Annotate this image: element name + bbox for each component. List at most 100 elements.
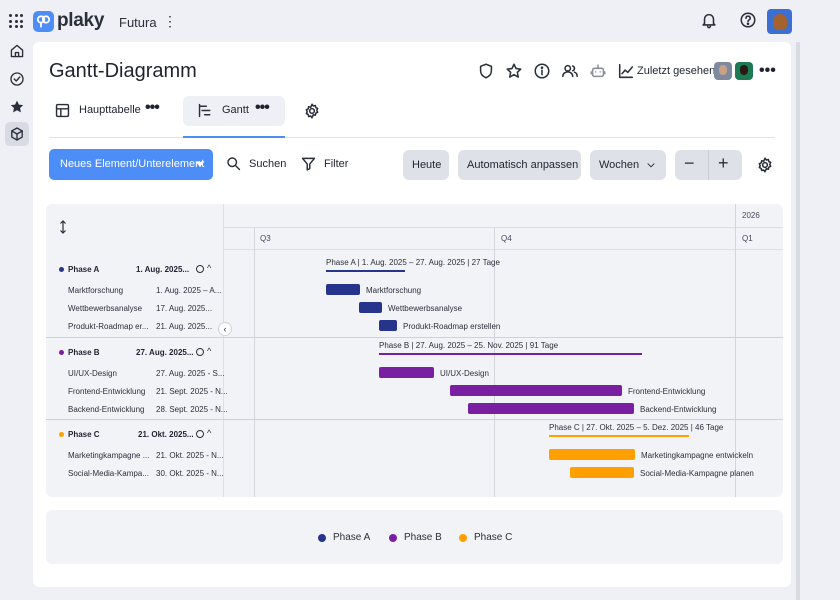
timeline-quarter-label: Q3 [260,234,271,243]
zoom-divider [708,150,709,180]
new-item-label: Neues Element/Unterelement [60,158,205,170]
help-icon[interactable] [739,11,757,29]
tab-haupttabelle[interactable]: Haupttabelle ••• [49,96,167,126]
view-settings-gear-icon[interactable] [303,102,321,120]
apps-grid-icon[interactable] [9,14,23,28]
task-bar[interactable] [379,367,434,378]
tab-more-icon[interactable]: ••• [145,99,160,116]
plaky-logo-icon[interactable] [33,11,54,32]
today-button[interactable]: Heute [403,150,449,180]
chevron-up-icon[interactable]: ^ [207,346,212,356]
top-bar: plaky Futura ⋮ [0,0,800,42]
favorites-star-icon[interactable] [5,95,29,119]
legend-marker [318,534,326,542]
timeline-year-label: 2026 [742,211,760,220]
task-bar[interactable] [359,302,382,313]
activity-chart-icon[interactable] [617,62,635,80]
group-date: 1. Aug. 2025... [136,265,190,274]
group-summary-bar[interactable] [379,353,642,355]
task-bar-label: Social-Media-Kampagne planen [640,469,754,478]
timeline-quarter-label: Q4 [501,234,512,243]
tab-gantt[interactable]: Gantt ••• [183,96,285,126]
recently-viewed-label[interactable]: Zuletzt gesehen [637,65,716,77]
quarter-gridline [494,228,495,497]
group-name[interactable]: Phase C [68,430,100,439]
spaces-cube-icon[interactable] [5,122,29,146]
task-date: 21. Sept. 2025 - N... [156,387,228,396]
group-name[interactable]: Phase A [68,265,100,274]
new-item-button[interactable]: Neues Element/Unterelement [49,149,213,180]
chevron-down-icon[interactable] [196,162,204,167]
group-summary-label: Phase B | 27. Aug. 2025 – 25. Nov. 2025 … [379,341,559,350]
year-header-divider [735,204,736,228]
expand-collapse-all-icon[interactable] [58,220,68,234]
zoom-out-button[interactable]: − [684,153,695,173]
members-icon[interactable] [561,62,579,80]
page-scrollbar[interactable] [796,42,800,600]
today-label: Heute [412,159,442,171]
group-info-icon[interactable] [196,348,204,356]
chevron-up-icon[interactable]: ^ [207,428,212,438]
chevron-up-icon[interactable]: ^ [207,263,212,273]
logo-text[interactable]: plaky [57,10,105,31]
task-name[interactable]: Produkt-Roadmap er... [68,322,149,331]
task-bar[interactable] [379,320,397,331]
chevron-down-icon [647,163,655,168]
user-avatar[interactable] [767,9,792,34]
filter-icon[interactable] [300,155,317,172]
home-icon[interactable] [5,39,29,63]
automation-robot-icon[interactable] [589,62,607,80]
task-bar[interactable] [570,467,634,478]
search-button[interactable]: Suchen [249,158,287,170]
gantt-legend [46,510,783,564]
timeline-header-divider [224,227,783,228]
legend-label: Phase C [474,532,513,543]
tab-more-icon[interactable]: ••• [255,99,270,116]
viewer-avatar[interactable] [735,62,753,80]
group-separator [46,419,783,420]
task-bar[interactable] [468,403,634,414]
task-name[interactable]: Marketingkampagne ... [68,451,150,460]
group-summary-label: Phase A | 1. Aug. 2025 – 27. Aug. 2025 |… [326,258,500,267]
gantt-sidebar [46,204,224,497]
viewer-avatar[interactable] [714,62,732,80]
zoom-in-button[interactable]: + [718,153,729,173]
group-summary-bar[interactable] [549,435,689,437]
task-bar[interactable] [326,284,360,295]
task-bar[interactable] [549,449,635,460]
collapse-sidebar-chevron-icon[interactable]: ‹ [218,322,232,336]
workspace-name[interactable]: Futura [119,15,157,30]
bell-icon[interactable] [700,11,718,29]
timescale-select[interactable]: Wochen [590,150,666,180]
group-date: 21. Okt. 2025... [138,430,194,439]
favorite-star-icon[interactable] [505,62,523,80]
task-bar[interactable] [450,385,622,396]
info-icon[interactable] [533,62,551,80]
legend-label: Phase A [333,532,371,543]
tabs-divider [49,137,775,138]
auto-fit-label: Automatisch anpassen [467,159,579,171]
shield-icon[interactable] [477,62,495,80]
task-name[interactable]: Social-Media-Kampa... [68,469,149,478]
group-info-icon[interactable] [196,430,204,438]
quarter-header-divider [735,228,736,250]
task-name[interactable]: Wettbewerbsanalyse [68,304,143,313]
my-tasks-check-icon[interactable] [5,67,29,91]
task-name[interactable]: UI/UX-Design [68,369,117,378]
gantt-settings-gear-icon[interactable] [756,156,774,174]
task-name[interactable]: Frontend-Entwicklung [68,387,146,396]
group-info-icon[interactable] [196,265,204,273]
task-date: 27. Aug. 2025 - S... [156,369,225,378]
task-name[interactable]: Backend-Entwicklung [68,405,145,414]
timescale-label: Wochen [599,159,640,171]
task-name[interactable]: Marktforschung [68,286,124,295]
workspace-menu-icon[interactable]: ⋮ [163,13,177,29]
task-bar-label: Backend-Entwicklung [640,405,717,414]
search-icon[interactable] [225,155,242,172]
auto-fit-button[interactable]: Automatisch anpassen [458,150,581,180]
task-bar-label: Produkt-Roadmap erstellen [403,322,501,331]
more-options-icon[interactable]: ••• [759,62,776,79]
filter-button[interactable]: Filter [324,158,349,170]
group-summary-bar[interactable] [326,270,405,272]
group-name[interactable]: Phase B [68,348,100,357]
